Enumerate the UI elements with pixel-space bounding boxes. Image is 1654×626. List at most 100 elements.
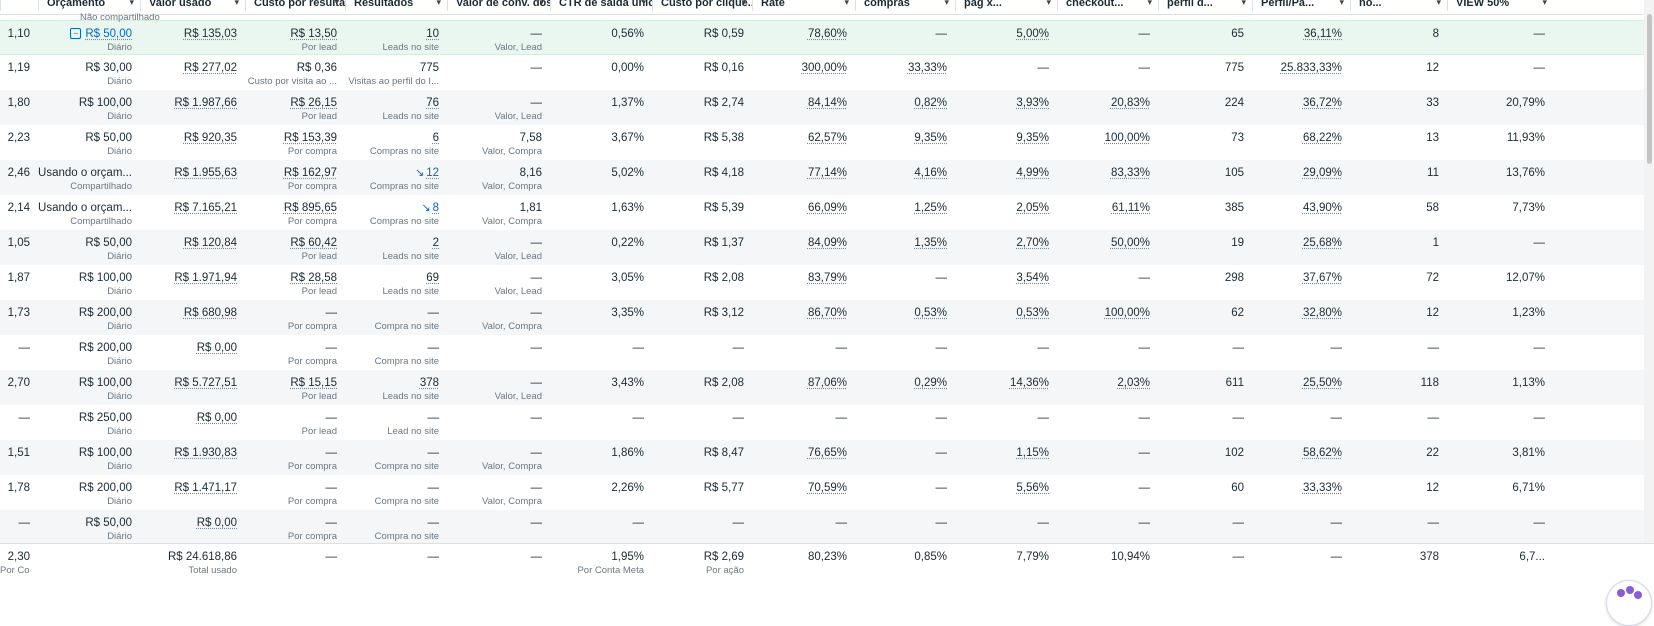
cell-c1[interactable]: R$ 200,00 Diário xyxy=(38,475,132,507)
cell-c1[interactable]: R$ 200,00 Diário xyxy=(38,300,132,332)
chevron-down-icon[interactable]: ▾ xyxy=(844,0,849,7)
cell-c4[interactable]: ↘ 8 Compras no site xyxy=(345,195,439,227)
table-row[interactable]: 1,10− R$ 50,00 Diário R$ 135,03 R$ 13,50 Por … xyxy=(0,20,1654,55)
cell-c1[interactable]: − R$ 50,00 Diário xyxy=(38,21,132,53)
cell-c1[interactable]: R$ 100,00 Diário xyxy=(38,440,132,472)
column-header-c9[interactable]: compras ▾ xyxy=(855,0,955,11)
cell-c1[interactable]: R$ 250,00 Diário xyxy=(38,405,132,437)
cell-c1[interactable]: R$ 30,00 Diário xyxy=(38,55,132,87)
chevron-down-icon[interactable]: ▾ xyxy=(539,0,544,7)
cell-c4[interactable]: — Compra no site xyxy=(345,335,439,367)
cell-c1[interactable]: R$ 100,00 Diário xyxy=(38,265,132,297)
results-value-wrap[interactable]: ↘ 8 xyxy=(345,202,439,215)
chevron-down-icon[interactable]: ▾ xyxy=(334,0,339,7)
cell-c1[interactable]: R$ 50,00 Diário xyxy=(38,125,132,157)
cell-c1[interactable]: R$ 100,00 Diário xyxy=(38,370,132,402)
chevron-down-icon[interactable]: ▾ xyxy=(234,0,239,7)
results-link[interactable]: 12 xyxy=(426,167,439,179)
cell-c3[interactable]: R$ 15,15 Por lead xyxy=(245,370,337,402)
column-header-c12[interactable]: perfil d... ▾ xyxy=(1158,0,1252,11)
table-row[interactable]: 1,73 R$ 200,00 Diário R$ 680,98— Por compra —… xyxy=(0,300,1654,335)
cell-c3[interactable]: R$ 60,42 Por lead xyxy=(245,230,337,262)
cell-c3[interactable]: R$ 28,58 Por lead xyxy=(245,265,337,297)
edit-budget-icon[interactable]: − xyxy=(70,28,82,39)
cell-c4[interactable]: 775 Visitas ao perfil do I... xyxy=(345,55,439,87)
column-header-c11[interactable]: checkout... ▾ xyxy=(1057,0,1158,11)
column-header-c15[interactable]: VIEW 50% ▾ xyxy=(1447,0,1553,11)
results-link[interactable]: 8 xyxy=(432,202,439,214)
scroll-thumb[interactable] xyxy=(1647,14,1652,164)
column-header-c0[interactable] xyxy=(0,0,38,11)
chevron-down-icon[interactable]: ▾ xyxy=(944,0,949,7)
cell-c4[interactable]: 2 Leads no site xyxy=(345,230,439,262)
cell-c4[interactable]: 69 Leads no site xyxy=(345,265,439,297)
cell-c1[interactable]: R$ 100,00 Diário xyxy=(38,90,132,122)
cell-c3[interactable]: R$ 26,15 Por lead xyxy=(245,90,337,122)
table-row[interactable]: 1,05 R$ 50,00 Diário R$ 120,84 R$ 60,42 Por l… xyxy=(0,230,1654,265)
cell-c4[interactable]: 10 Leads no site xyxy=(345,21,439,53)
cell-c3[interactable]: R$ 13,50 Por lead xyxy=(245,21,337,53)
chevron-down-icon[interactable]: ▾ xyxy=(641,0,646,7)
chevron-down-icon[interactable]: ▾ xyxy=(1542,0,1547,7)
table-row[interactable]: 2,46 Usando o orçam... Compartilhado R$ 1.9… xyxy=(0,160,1654,195)
chevron-down-icon[interactable]: ▾ xyxy=(1147,0,1152,7)
vertical-scrollbar[interactable] xyxy=(1644,0,1654,543)
cell-c1[interactable]: R$ 50,00 Diário xyxy=(38,230,132,262)
cell-c4[interactable]: ↘ 12 Compras no site xyxy=(345,160,439,192)
column-header-c8[interactable]: Rate ▾ xyxy=(752,0,855,11)
cell-c3[interactable]: — Por compra xyxy=(245,335,337,367)
chevron-down-icon[interactable]: ▾ xyxy=(1241,0,1246,7)
column-header-c5[interactable]: Valor de conv. dos resultados▾ xyxy=(447,0,550,11)
cell-c3[interactable]: — Por compra xyxy=(245,300,337,332)
cell-c1[interactable]: R$ 200,00 Diário xyxy=(38,335,132,367)
cell-c4[interactable]: 6 Compras no site xyxy=(345,125,439,157)
table-row[interactable]: 1,80 R$ 100,00 Diário R$ 1.987,66 R$ 26,15 Po… xyxy=(0,90,1654,125)
budget-value-wrap[interactable]: − R$ 50,00 xyxy=(38,28,132,41)
cell-c3[interactable]: — Por compra xyxy=(245,510,337,542)
cell-c1[interactable]: R$ 50,00 Diário xyxy=(38,510,132,542)
column-header-c10[interactable]: pag x... ▾ xyxy=(955,0,1057,11)
chevron-down-icon[interactable]: ▾ xyxy=(741,0,746,7)
cell-c4[interactable]: — Compra no site xyxy=(345,475,439,507)
table-row[interactable]: 2,14 Usando o orçam... Compartilhado R$ 7.1… xyxy=(0,195,1654,230)
cell-c4[interactable]: — Lead no site xyxy=(345,405,439,437)
budget-link[interactable]: R$ 50,00 xyxy=(85,28,132,40)
cell-c4[interactable]: — Compra no site xyxy=(345,440,439,472)
table-row[interactable]: — R$ 250,00 Diário R$ 0,00 — Por lead — Lead no… xyxy=(0,405,1654,440)
chevron-down-icon[interactable]: ▾ xyxy=(129,0,134,7)
cell-c3[interactable]: — Por lead xyxy=(245,405,337,437)
column-header-c2[interactable]: Valor usado ▾ xyxy=(140,0,245,11)
cell-c3[interactable]: — Por compra xyxy=(245,475,337,507)
cell-c4[interactable]: — Compra no site xyxy=(345,300,439,332)
column-header-c13[interactable]: Perfil/Pá... ▾ xyxy=(1252,0,1350,11)
chevron-down-icon[interactable]: ▾ xyxy=(436,0,441,7)
table-row[interactable]: 1,87 R$ 100,00 Diário R$ 1.971,94 R$ 28,58 Po… xyxy=(0,265,1654,300)
column-header-c4[interactable]: Resultados ▾ xyxy=(345,0,447,11)
column-header-c14[interactable]: no... ▾ xyxy=(1350,0,1447,11)
table-row[interactable]: 1,78 R$ 200,00 Diário R$ 1.471,17 — Por compr… xyxy=(0,475,1654,510)
cell-c3[interactable]: — Por compra xyxy=(245,440,337,472)
table-row[interactable]: — R$ 200,00 Diário R$ 0,00 — Por compra — Compr… xyxy=(0,335,1654,370)
table-row[interactable]: 2,23 R$ 50,00 Diário R$ 920,35 R$ 153,39 Por … xyxy=(0,125,1654,160)
cell-c4[interactable]: 378 Leads no site xyxy=(345,370,439,402)
column-header-c1[interactable]: Orçamento ▾ xyxy=(38,0,140,11)
table-row[interactable]: 1,51 R$ 100,00 Diário R$ 1.930,83 — Por compr… xyxy=(0,440,1654,475)
meta-ai-assistant-icon[interactable] xyxy=(1606,580,1652,626)
column-header-c7[interactable]: Custo por clique... ▾ xyxy=(652,0,752,11)
table-row[interactable]: — R$ 50,00 Diário R$ 0,00 — Por compra — Compra… xyxy=(0,510,1654,545)
cell-c1[interactable]: Usando o orçam... Compartilhado xyxy=(38,195,132,227)
cell-c4[interactable]: — Compra no site xyxy=(345,510,439,542)
chevron-down-icon[interactable]: ▾ xyxy=(1339,0,1344,7)
table-row[interactable]: 1,19 R$ 30,00 Diário R$ 277,02 R$ 0,36 Custo … xyxy=(0,55,1654,90)
chevron-down-icon[interactable]: ▾ xyxy=(1436,0,1441,7)
column-header-c3[interactable]: Custo por resultado▾ xyxy=(245,0,345,11)
table-row[interactable]: 2,70 R$ 100,00 Diário R$ 5.727,51 R$ 15,15 Po… xyxy=(0,370,1654,405)
cell-c3[interactable]: R$ 153,39 Por compra xyxy=(245,125,337,157)
chevron-down-icon[interactable]: ▾ xyxy=(1046,0,1051,7)
results-value-wrap[interactable]: ↘ 12 xyxy=(345,167,439,180)
cell-c3[interactable]: R$ 162,97 Por compra xyxy=(245,160,337,192)
cell-c4[interactable]: 76 Leads no site xyxy=(345,90,439,122)
cell-c1[interactable]: Usando o orçam... Compartilhado xyxy=(38,160,132,192)
cell-c3[interactable]: R$ 0,36 Custo por visita ao ... xyxy=(245,55,337,87)
column-header-c6[interactable]: CTR de saída único ▾ xyxy=(550,0,652,11)
